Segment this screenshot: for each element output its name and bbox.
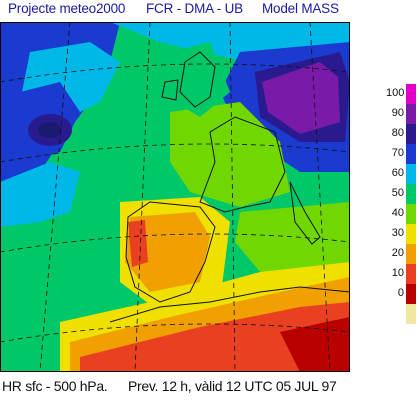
project-title: Projecte meteo2000 xyxy=(8,1,126,16)
legend-label: 100 xyxy=(386,87,405,99)
meridian-1 xyxy=(39,22,71,372)
coast-uk xyxy=(179,51,216,108)
legend-swatch xyxy=(406,284,416,304)
map-frame xyxy=(0,22,350,372)
legend-label: 50 xyxy=(391,187,404,199)
coast-italy xyxy=(289,181,321,245)
legend-label: 0 xyxy=(397,287,404,299)
legend-swatch xyxy=(406,104,416,124)
legend-swatch xyxy=(406,204,416,224)
legend-label: 10 xyxy=(391,267,404,279)
institution-label: FCR - DMA - UB xyxy=(146,1,243,16)
field-france xyxy=(170,102,290,207)
legend-label: 80 xyxy=(391,127,404,139)
legend-label: 30 xyxy=(391,227,404,239)
legend-swatch xyxy=(406,84,416,104)
field-med-east xyxy=(235,202,350,272)
legend-swatch xyxy=(406,164,416,184)
field-label: HR sfc - 500 hPa. xyxy=(2,378,108,394)
field-portugal-red xyxy=(128,220,148,267)
legend-swatch xyxy=(406,184,416,204)
legend-swatch xyxy=(406,304,416,324)
legend-label: 20 xyxy=(391,247,404,259)
model-label: Model MASS xyxy=(262,1,339,16)
parallel-3 xyxy=(0,233,350,253)
legend-label: 70 xyxy=(391,147,404,159)
meridian-2 xyxy=(134,22,151,372)
coast-france xyxy=(199,116,286,213)
footer: HR sfc - 500 hPa. Prev. 12 h, vàlid 12 U… xyxy=(0,377,420,397)
legend-swatch xyxy=(406,224,416,244)
field-africa-red xyxy=(80,302,350,372)
coast-africa xyxy=(109,286,350,323)
field-iberia-orange xyxy=(125,212,210,292)
field-lowcore xyxy=(38,122,62,138)
parallel-4 xyxy=(0,323,350,343)
legend-label: 60 xyxy=(391,167,404,179)
coast-ireland xyxy=(161,79,179,101)
field-cyan-west xyxy=(0,162,80,227)
header: Projecte meteo2000 FCR - DMA - UB Model … xyxy=(0,0,350,22)
forecast-label: Prev. 12 h, vàlid 12 UTC 05 JUL 97 xyxy=(128,378,337,394)
meridian-4 xyxy=(309,22,331,372)
legend-swatch xyxy=(406,264,416,284)
legend-swatch xyxy=(406,244,416,264)
legend-swatch xyxy=(406,124,416,144)
parallel-1 xyxy=(0,63,350,83)
coast-iberia xyxy=(125,201,216,303)
legend-swatch xyxy=(406,144,416,164)
legend-label: 90 xyxy=(391,107,404,119)
humidity-map xyxy=(0,22,350,372)
field-ne-purple xyxy=(262,62,340,134)
legend-label: 40 xyxy=(391,207,404,219)
parallel-2 xyxy=(0,143,350,163)
field-uk xyxy=(170,42,230,117)
meridian-3 xyxy=(229,22,236,372)
field-africa-darkred xyxy=(280,317,350,372)
